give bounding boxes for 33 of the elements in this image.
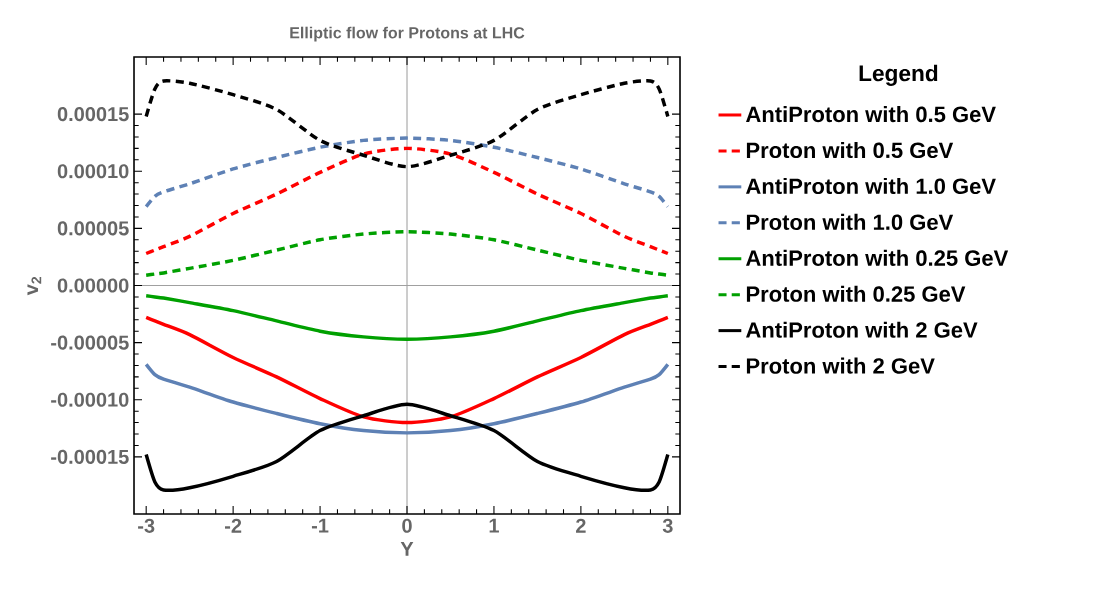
line-series <box>144 136 670 209</box>
x-tick-label: 3 <box>662 518 673 533</box>
legend-label: Proton with 0.5 GeV <box>746 141 954 159</box>
x-tick-label: 0 <box>402 518 412 533</box>
line-series <box>144 79 670 169</box>
legend-label: AntiProton with 2 GeV <box>746 321 978 338</box>
y-tick-label: -0.00005 <box>51 335 129 350</box>
x-axis-title: Y <box>400 542 414 556</box>
y-tick-label: 0.00005 <box>57 221 129 236</box>
line-series <box>144 315 670 425</box>
legend-label: Proton with 2 GeV <box>746 357 935 374</box>
legend-title: Legend <box>859 64 938 86</box>
legend-label: AntiProton with 0.5 GeV <box>746 106 996 123</box>
line-series <box>144 294 670 341</box>
chart-title: Elliptic flow for Protons at LHC <box>290 26 525 42</box>
legend-label: AntiProton with 1.0 GeV <box>746 177 996 195</box>
x-tick-label: -2 <box>225 518 242 533</box>
line-series <box>144 362 670 435</box>
x-tick-label: 1 <box>489 518 499 533</box>
line-series <box>144 402 670 492</box>
y-tick-label: 0.00000 <box>57 278 129 293</box>
y-tick-label: 0.00015 <box>57 107 129 122</box>
x-tick-label: 2 <box>576 518 586 533</box>
y-tick-label: -0.00010 <box>51 392 129 407</box>
x-tick-label: -3 <box>138 518 155 533</box>
y-tick-label: 0.00010 <box>57 164 129 179</box>
legend-label: AntiProton with 0.25 GeV <box>746 249 1009 266</box>
legend-label: Proton with 0.25 GeV <box>746 285 966 302</box>
y-axis-title: v$_{2}$ <box>27 276 42 296</box>
legend-label: Proton with 1.0 GeV <box>746 213 954 230</box>
y-tick-label: -0.00015 <box>51 449 129 464</box>
x-tick-label: -1 <box>311 518 329 533</box>
line-series <box>144 146 670 256</box>
